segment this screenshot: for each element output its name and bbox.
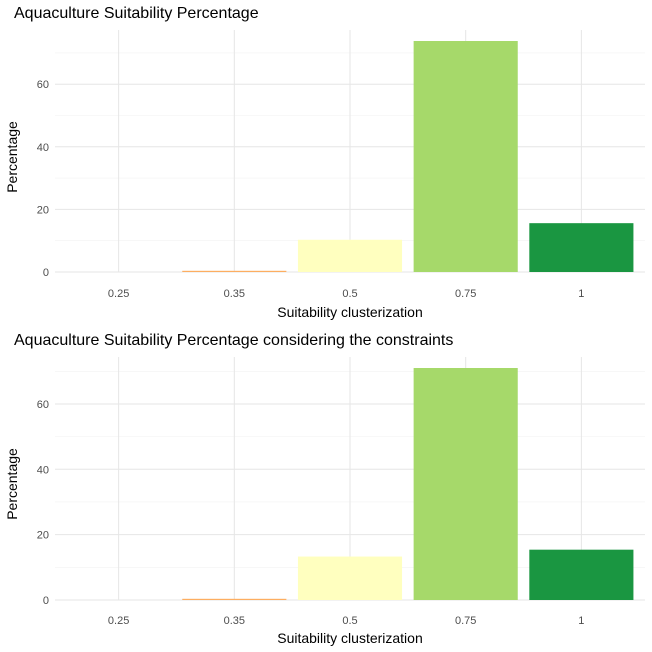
y-tick-label: 20 — [37, 204, 49, 216]
bar-0-35 — [182, 270, 287, 272]
x-tick-label: 0.25 — [108, 288, 129, 300]
y-tick-label: 60 — [37, 399, 49, 411]
bar-0-75 — [413, 368, 518, 600]
x-axis-title-2: Suitability clusterization — [277, 630, 423, 646]
y-tick-label: 60 — [37, 79, 49, 91]
bar-0-75 — [413, 41, 518, 272]
bar-1 — [529, 223, 634, 272]
x-tick-label: 0.35 — [224, 615, 245, 627]
chart-title-2: Aquaculture Suitability Percentage consi… — [14, 332, 453, 349]
y-tick-label: 40 — [37, 142, 49, 154]
x-tick-label: 1 — [578, 615, 584, 627]
x-tick-label: 0.5 — [342, 615, 357, 627]
chart-title-1: Aquaculture Suitability Percentage — [14, 5, 259, 22]
y-axis-title-2: Percentage — [4, 448, 20, 520]
chart-panel-2: Aquaculture Suitability Percentage consi… — [4, 332, 645, 646]
y-tick-label: 0 — [43, 267, 49, 279]
x-tick-label: 0.75 — [455, 615, 476, 627]
x-tick-label: 0.35 — [224, 288, 245, 300]
bar-1 — [529, 549, 634, 600]
chart-panel-1: Aquaculture Suitability Percentage 0 20 40… — [4, 5, 645, 320]
y-tick-label: 40 — [37, 464, 49, 476]
x-tick-labels-2: 0.25 0.35 0.5 0.75 1 — [108, 615, 585, 627]
bar-0-5 — [297, 556, 403, 600]
bar-0-35 — [182, 598, 287, 600]
y-tick-label: 0 — [43, 595, 49, 607]
x-tick-labels-1: 0.25 0.35 0.5 0.75 1 — [108, 288, 585, 300]
x-tick-label: 1 — [578, 288, 584, 300]
x-tick-label: 0.75 — [455, 288, 476, 300]
bars-1 — [182, 41, 634, 272]
y-axis-title-1: Percentage — [4, 121, 20, 193]
x-axis-title-1: Suitability clusterization — [277, 304, 423, 320]
y-tick-labels-2: 0 20 40 60 — [37, 399, 49, 607]
bars-2 — [182, 368, 634, 600]
x-tick-label: 0.25 — [108, 615, 129, 627]
bar-0-5 — [297, 239, 403, 272]
y-tick-label: 20 — [37, 530, 49, 542]
y-tick-labels-1: 0 20 40 60 — [37, 79, 49, 279]
x-tick-label: 0.5 — [342, 288, 357, 300]
